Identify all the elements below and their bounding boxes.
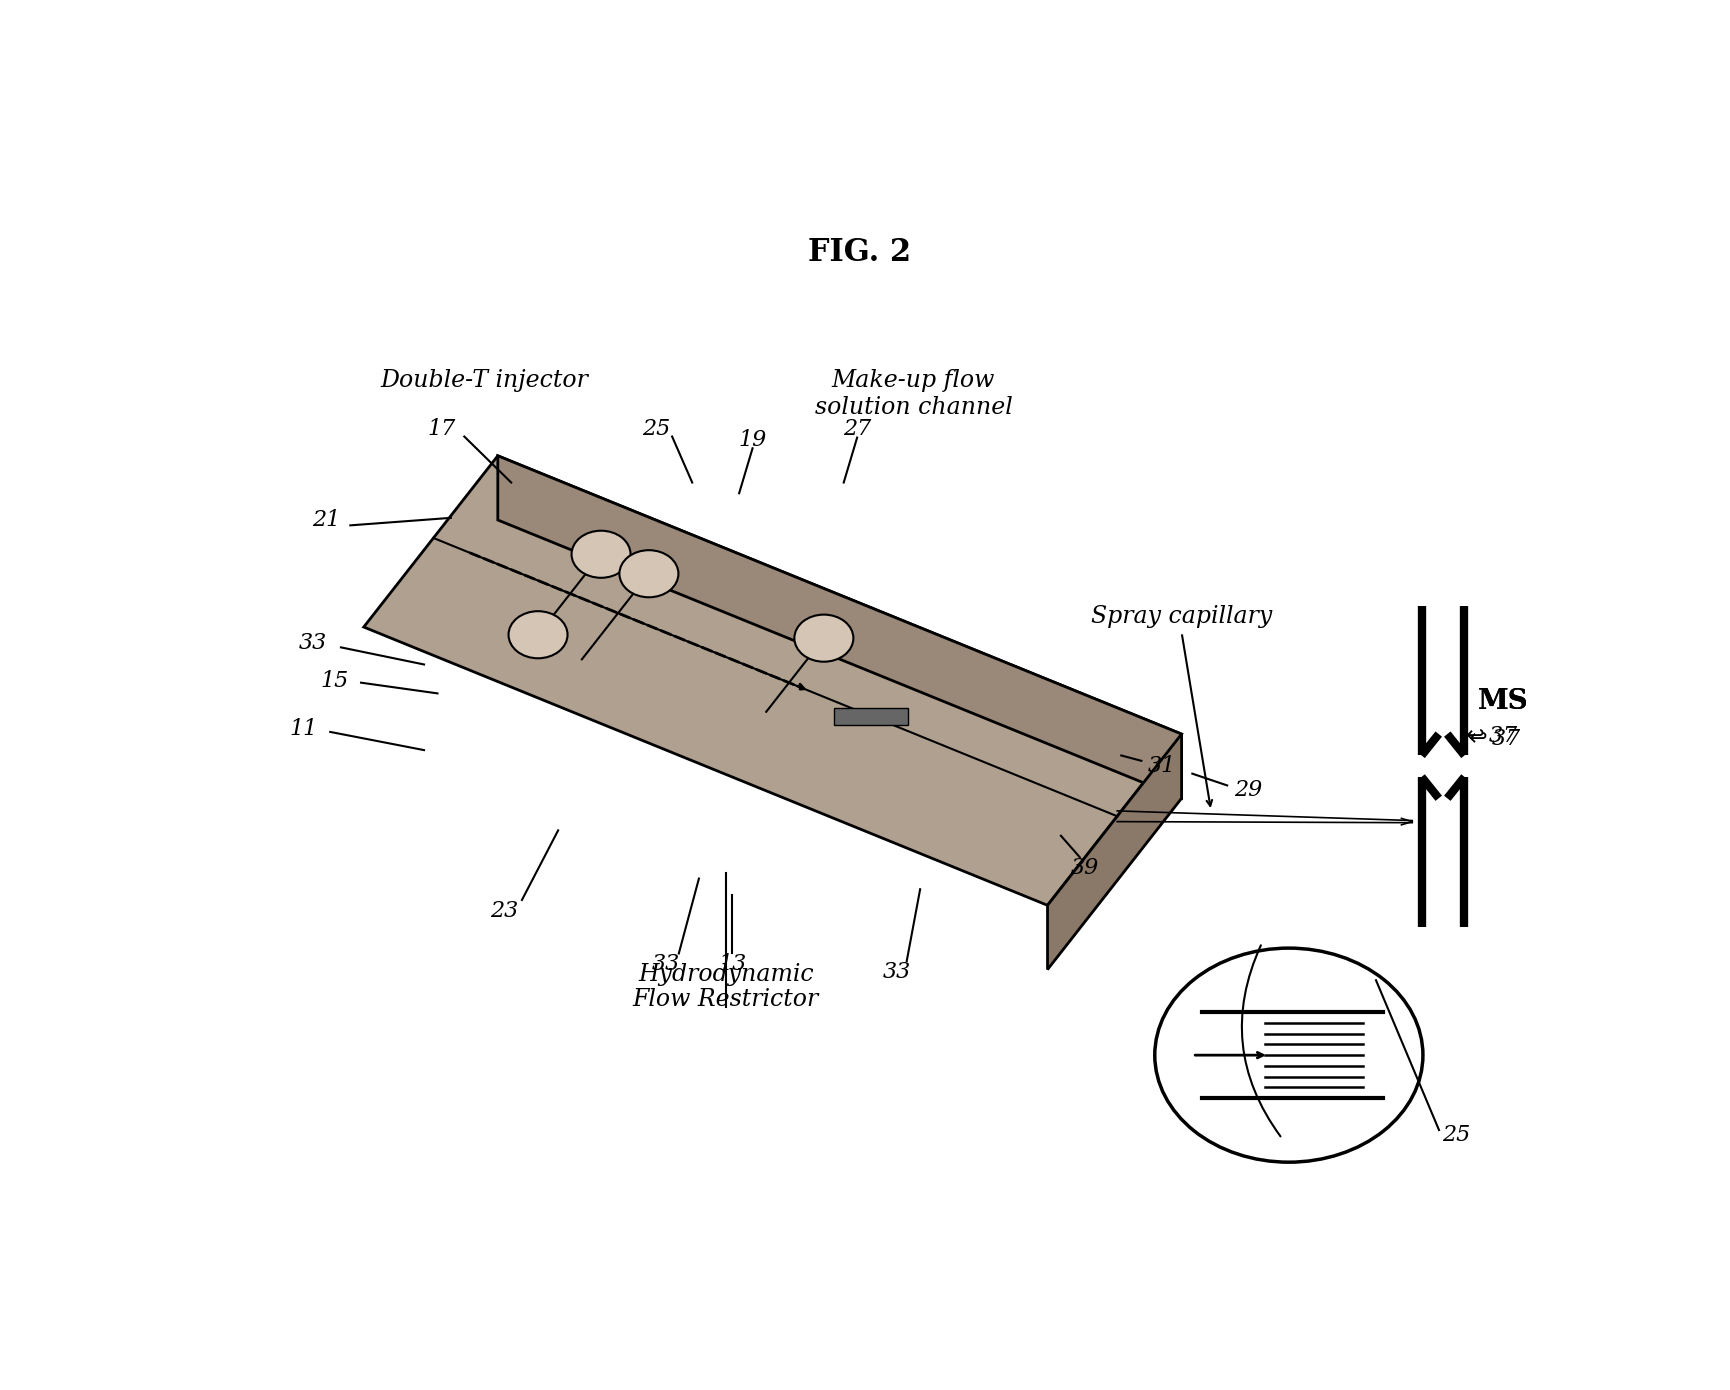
Text: MS: MS — [1477, 688, 1529, 716]
Text: 31: 31 — [1147, 755, 1176, 777]
Text: solution channel: solution channel — [815, 396, 1012, 420]
Circle shape — [794, 614, 853, 662]
Text: 25: 25 — [642, 418, 670, 441]
Circle shape — [1156, 948, 1424, 1162]
Text: Hydrodynamic: Hydrodynamic — [638, 963, 813, 987]
Text: FIG. 2: FIG. 2 — [808, 236, 912, 268]
Text: 33: 33 — [650, 954, 680, 976]
Polygon shape — [363, 456, 1182, 905]
Text: 21: 21 — [311, 509, 341, 531]
Text: 33: 33 — [884, 960, 912, 983]
Text: 13: 13 — [718, 954, 747, 976]
Text: $\hookleftarrow$37: $\hookleftarrow$37 — [1462, 726, 1519, 748]
Circle shape — [619, 550, 678, 598]
Text: 25: 25 — [1443, 1125, 1470, 1147]
Text: 19: 19 — [739, 428, 766, 450]
Text: 11: 11 — [289, 717, 318, 739]
Text: 27: 27 — [843, 418, 872, 441]
Polygon shape — [1047, 734, 1182, 970]
Text: 17: 17 — [427, 418, 455, 441]
Circle shape — [571, 531, 630, 578]
Text: Double-T injector: Double-T injector — [381, 370, 588, 392]
Bar — [834, 708, 908, 724]
Text: Make-up flow: Make-up flow — [832, 370, 995, 392]
Polygon shape — [498, 456, 1182, 798]
Circle shape — [509, 612, 567, 659]
Text: 33: 33 — [1275, 1140, 1303, 1162]
Text: Spray capillary: Spray capillary — [1092, 605, 1272, 628]
Text: MS: MS — [1477, 688, 1529, 716]
Text: $\hookleftarrow$37: $\hookleftarrow$37 — [1464, 728, 1521, 751]
Text: Flow Restrictor: Flow Restrictor — [633, 988, 818, 1011]
Text: 29: 29 — [1235, 778, 1263, 801]
Text: 15: 15 — [320, 670, 348, 692]
Text: 39: 39 — [1071, 856, 1099, 878]
Text: 33: 33 — [299, 632, 327, 655]
Text: 23: 23 — [490, 899, 519, 922]
